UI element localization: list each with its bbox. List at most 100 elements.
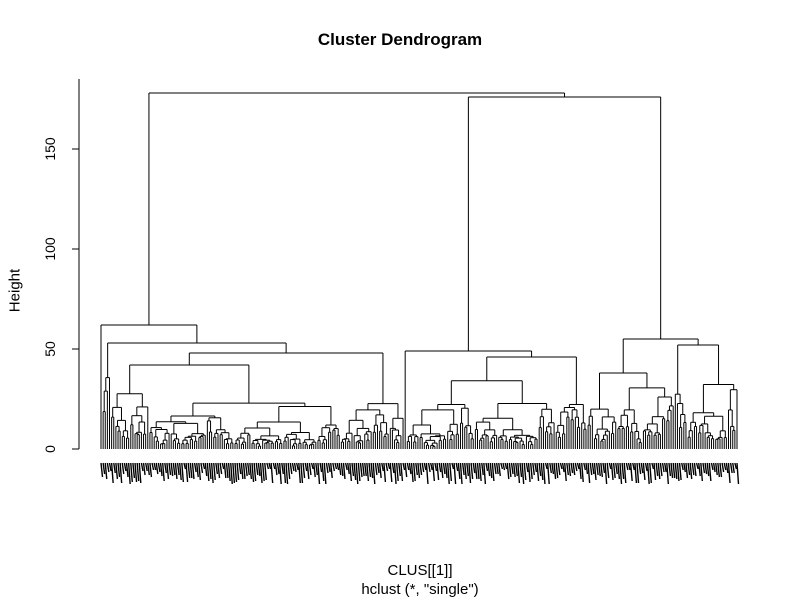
leaf-label — [536, 462, 540, 482]
leaf-label — [247, 462, 250, 476]
leaf-label — [400, 462, 404, 482]
leaf-label — [291, 462, 295, 472]
leaf-label — [168, 462, 172, 476]
leaf-label — [623, 462, 627, 484]
leaf-label — [583, 462, 587, 471]
leaf-label — [361, 462, 365, 477]
leaf-label — [708, 462, 712, 482]
leaf-label — [515, 462, 518, 477]
leaf-label — [678, 462, 682, 481]
y-axis-label: Height — [6, 268, 24, 313]
leaf-label — [300, 462, 304, 484]
leaf-label — [389, 462, 393, 483]
leaf-label — [323, 462, 327, 485]
leaf-label — [519, 462, 523, 478]
leaf-label — [444, 462, 448, 479]
leaf-label — [668, 462, 672, 477]
leaf-label — [415, 462, 419, 476]
leaf-label — [672, 462, 676, 479]
leaf-label — [710, 462, 714, 471]
leaf-label — [483, 462, 487, 485]
leaf-label — [717, 462, 721, 478]
leaf-label — [504, 462, 508, 470]
leaf-label — [108, 462, 112, 472]
leaf-label — [210, 462, 214, 484]
leaf-label — [663, 462, 667, 473]
leaf-label — [395, 462, 399, 482]
leaf-label — [127, 462, 131, 485]
leaf-label — [610, 462, 614, 481]
leaf-label — [636, 462, 640, 484]
leaf-label — [464, 462, 467, 480]
leaf-label — [615, 462, 618, 475]
leaf-label — [281, 462, 284, 475]
leaf-label — [249, 462, 253, 480]
leaf-label — [357, 462, 361, 482]
leaf-label — [219, 462, 223, 475]
leaf-label — [649, 462, 652, 484]
leaf-label — [512, 462, 516, 478]
leaf-label — [187, 462, 191, 479]
leaf-label — [612, 462, 616, 479]
leaf-label — [698, 462, 701, 477]
leaf-label — [121, 462, 125, 475]
leaf-label — [461, 462, 465, 476]
leaf-label — [625, 462, 629, 471]
leaf-label — [523, 462, 527, 481]
leaf-label — [430, 462, 433, 471]
leaf-label — [578, 462, 582, 480]
leaf-label — [193, 462, 197, 473]
leaf-label — [104, 462, 108, 480]
leaf-label — [487, 462, 491, 477]
leaf-label — [317, 462, 321, 485]
leaf-label — [198, 462, 202, 481]
leaf-label — [113, 462, 116, 474]
leaf-label — [712, 462, 716, 473]
leaf-label — [134, 462, 138, 483]
leaf-label — [721, 462, 725, 473]
leaf-label — [432, 462, 436, 482]
y-tick-label: 150 — [42, 137, 58, 161]
leaf-label — [374, 462, 378, 476]
leaf-label — [327, 462, 331, 473]
leaf-label — [406, 462, 410, 471]
leaf-label — [332, 462, 336, 472]
leaf-label — [719, 462, 723, 478]
x-axis-label: CLUS[[1]] — [387, 562, 453, 579]
leaf-label — [383, 462, 387, 483]
leaf-label — [315, 462, 319, 476]
leaf-label — [687, 462, 691, 476]
leaf-label — [700, 462, 704, 482]
leaf-label — [602, 462, 606, 474]
leaf-label — [342, 462, 346, 480]
leaf-label — [338, 462, 342, 476]
leaf-label — [217, 462, 221, 479]
leaf-label — [170, 462, 174, 477]
leaf-label — [734, 462, 738, 470]
leaf-label — [370, 462, 374, 479]
leaf-labels — [100, 462, 740, 485]
leaf-label — [559, 462, 563, 470]
leaf-label — [174, 462, 178, 480]
leaf-label — [544, 462, 548, 470]
leaf-label — [587, 462, 591, 484]
leaf-label — [276, 462, 280, 475]
leaf-label — [225, 462, 229, 479]
leaf-label — [283, 462, 287, 484]
leaf-label — [725, 462, 729, 474]
leaf-label — [427, 462, 431, 473]
leaf-label — [634, 462, 638, 484]
leaf-label — [308, 462, 312, 476]
leaf-label — [321, 462, 325, 482]
leaf-label — [642, 462, 646, 481]
leaf-label — [140, 462, 144, 472]
leaf-label — [119, 462, 123, 484]
leaf-label — [670, 462, 674, 479]
leaf-label — [364, 462, 367, 477]
leaf-label — [604, 462, 608, 485]
leaf-label — [378, 462, 382, 479]
leaf-label — [438, 462, 442, 473]
leaf-label — [706, 462, 710, 477]
leaf-label — [223, 462, 227, 479]
